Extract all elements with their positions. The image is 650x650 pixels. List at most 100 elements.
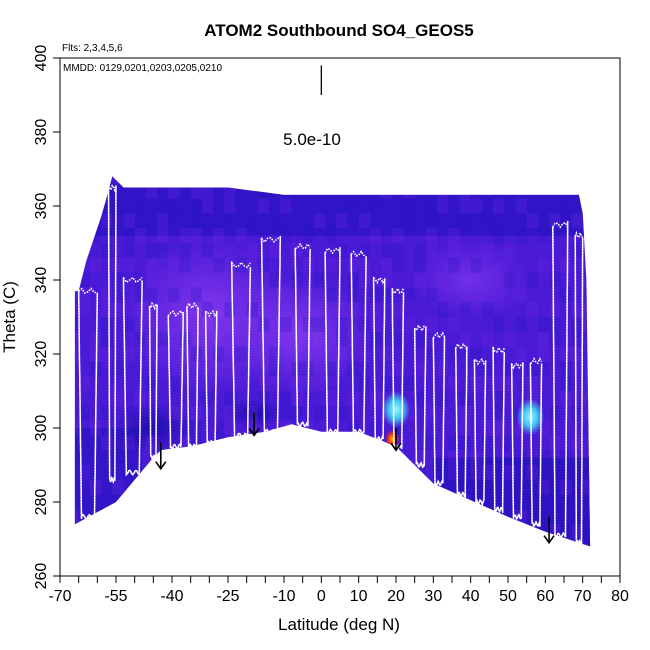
field-cell bbox=[179, 435, 191, 451]
field-cell bbox=[594, 243, 605, 258]
field-cell bbox=[74, 450, 79, 465]
field-cell bbox=[313, 405, 326, 421]
field-cell bbox=[549, 272, 561, 288]
field-cell bbox=[582, 317, 591, 332]
field-cell bbox=[594, 376, 605, 391]
field-cell bbox=[403, 198, 415, 214]
field-cell bbox=[437, 176, 449, 184]
field-cell bbox=[425, 228, 438, 243]
field-cell bbox=[425, 524, 438, 539]
field-cell bbox=[336, 213, 348, 229]
field-cell bbox=[336, 331, 348, 347]
flight-track-top bbox=[78, 287, 98, 295]
field-cell bbox=[325, 287, 337, 303]
flight-track-top bbox=[149, 301, 158, 311]
field-cell bbox=[537, 450, 550, 465]
field-cell bbox=[201, 391, 214, 406]
field-cell bbox=[201, 450, 214, 465]
field-cell bbox=[504, 243, 516, 258]
field-cell bbox=[493, 405, 505, 421]
field-cell bbox=[280, 287, 292, 303]
flight-track bbox=[552, 220, 569, 539]
field-cell bbox=[246, 405, 258, 421]
flight-track-top bbox=[510, 362, 524, 370]
field-cell bbox=[571, 243, 583, 258]
field-cell bbox=[257, 287, 270, 303]
field-cell bbox=[425, 405, 438, 421]
field-cell bbox=[459, 302, 471, 317]
field-cell bbox=[168, 405, 180, 421]
field-cell bbox=[414, 479, 426, 495]
field-cell bbox=[157, 420, 169, 436]
field-cell bbox=[481, 450, 494, 465]
field-cell bbox=[269, 243, 281, 258]
field-cell bbox=[336, 302, 348, 317]
field-cell bbox=[414, 257, 426, 273]
field-cell bbox=[302, 420, 314, 436]
field-cell bbox=[594, 258, 605, 273]
field-cell bbox=[537, 420, 550, 436]
field-cell bbox=[302, 450, 314, 465]
field-cell bbox=[470, 198, 482, 214]
flight-track-top bbox=[474, 357, 487, 366]
field-cell bbox=[89, 257, 102, 273]
field-cell bbox=[224, 272, 236, 288]
field-cell bbox=[157, 524, 169, 539]
field-cell bbox=[89, 228, 102, 243]
field-cell bbox=[582, 509, 591, 525]
flight-track-top bbox=[186, 301, 199, 310]
field-cell bbox=[123, 228, 135, 243]
field-cell bbox=[325, 257, 337, 273]
field-cell bbox=[459, 391, 471, 406]
field-cell bbox=[425, 243, 438, 258]
field-cell bbox=[537, 361, 550, 377]
y-tick-label: 380 bbox=[33, 119, 50, 146]
field-cell bbox=[89, 346, 102, 362]
field-cell bbox=[504, 176, 516, 184]
y-tick-label: 320 bbox=[33, 341, 50, 368]
arrow-head bbox=[155, 461, 167, 471]
field-cell bbox=[414, 450, 426, 465]
field-cell bbox=[571, 346, 583, 362]
field-cell bbox=[78, 302, 90, 317]
field-cell bbox=[168, 287, 180, 303]
field-cell bbox=[213, 420, 225, 436]
field-cell bbox=[481, 331, 494, 347]
field-cell bbox=[157, 228, 169, 243]
field-cell bbox=[347, 302, 359, 317]
field-cell bbox=[280, 539, 292, 547]
x-tick-label: 70 bbox=[574, 588, 592, 605]
field-cell bbox=[403, 317, 415, 332]
field-cell bbox=[112, 257, 124, 273]
field-cell bbox=[235, 287, 247, 303]
field-cell bbox=[190, 287, 202, 303]
field-cell bbox=[437, 198, 449, 214]
field-cell bbox=[392, 243, 404, 258]
field-cell bbox=[448, 435, 460, 451]
field-cell bbox=[168, 494, 180, 510]
field-cell bbox=[157, 539, 169, 547]
flight-track-top bbox=[294, 242, 311, 250]
dates-label: MMDD: 0129,0201,0203,0205,0210 bbox=[63, 63, 222, 74]
field-cell bbox=[504, 361, 516, 377]
field-cell bbox=[381, 183, 393, 199]
field-cell bbox=[537, 257, 550, 273]
field-cell bbox=[336, 524, 348, 539]
field-cell bbox=[179, 331, 191, 347]
field-cell bbox=[302, 228, 314, 243]
field-cell bbox=[325, 228, 337, 243]
field-cell bbox=[369, 331, 382, 347]
field-cell bbox=[168, 376, 180, 391]
flight-track-top bbox=[391, 286, 405, 295]
field-cell bbox=[414, 391, 426, 406]
field-cell bbox=[403, 479, 415, 495]
field-cell bbox=[74, 509, 79, 525]
field-cell bbox=[224, 183, 236, 199]
field-cell bbox=[190, 198, 202, 214]
field-cell bbox=[179, 243, 191, 258]
field-cell bbox=[246, 420, 258, 436]
flight-track bbox=[204, 310, 218, 447]
field-cell bbox=[179, 361, 191, 377]
field-cell bbox=[369, 509, 382, 525]
field-cell bbox=[437, 272, 449, 288]
